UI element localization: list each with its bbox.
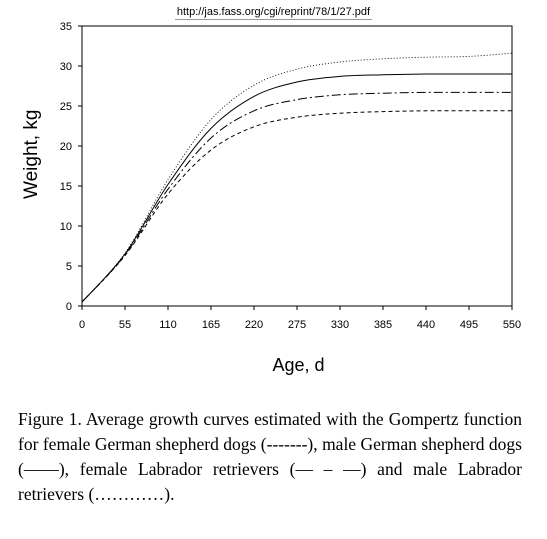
series-line-dash-dot [81,91,512,303]
x-tick-label: 275 [288,319,306,331]
y-tick-label: 15 [60,181,72,193]
series-line-dashed [81,110,512,303]
axis-ticks: 0 5 10 15 20 25 30 35 0 55 110 165 220 275 330 385 440 49… [60,21,521,331]
x-tick-label: 165 [202,319,220,331]
series-group [81,52,513,303]
y-tick-label: 20 [60,141,72,153]
growth-chart: 0 5 10 15 20 25 30 35 0 55 110 165 220 275 330 385 440 49… [60,21,521,331]
x-tick-label: 0 [79,319,85,331]
x-tick-label: 495 [460,319,478,331]
source-url-text[interactable]: http://jas.fass.org/cgi/reprint/78/1/27.… [174,6,373,20]
series-line-solid [81,73,512,303]
x-axis-label: Age, d [272,355,325,375]
x-tick-label: 440 [417,319,435,331]
x-tick-label: 330 [331,319,349,331]
plot-frame [81,25,513,307]
series-line-dotted [81,52,513,303]
x-tick-label: 220 [245,319,263,331]
y-tick-label: 10 [60,221,72,233]
source-url[interactable]: http://jas.fass.org/cgi/reprint/78/1/27.… [0,6,547,20]
x-tick-label: 550 [503,319,521,331]
y-tick-label: 35 [60,21,72,33]
x-tick-label: 385 [374,319,392,331]
x-tick-label: 55 [119,319,131,331]
y-tick-label: 25 [60,101,72,113]
figure-caption: Figure 1. Average growth curves estimate… [18,409,522,504]
y-tick-label: 0 [66,301,72,313]
y-axis-label: Weight, kg [21,109,42,199]
y-tick-label: 5 [66,261,72,273]
y-tick-label: 30 [60,61,72,73]
x-tick-label: 110 [159,319,177,331]
